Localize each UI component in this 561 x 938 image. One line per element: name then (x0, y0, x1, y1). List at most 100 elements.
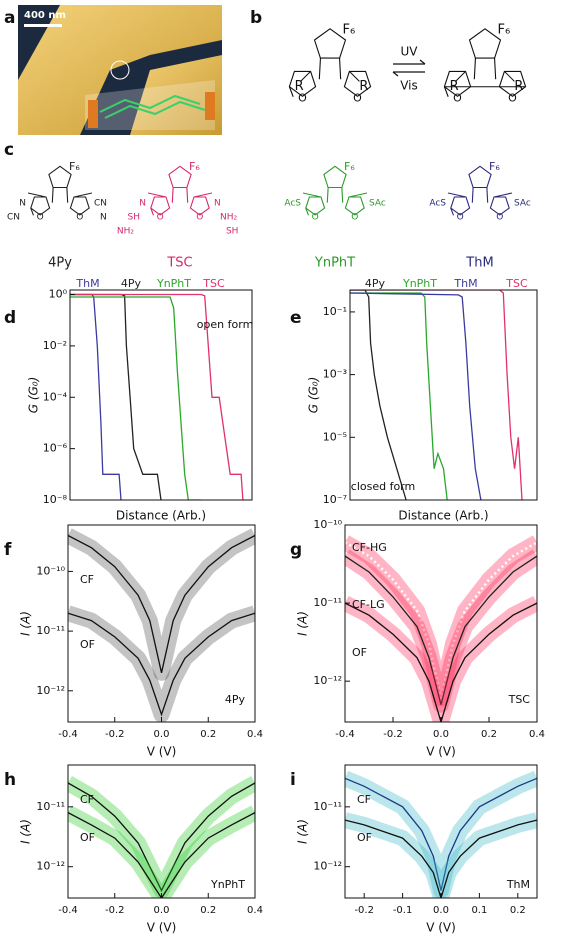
substituent-label: R (295, 79, 304, 94)
y-tick-label: 10⁻¹² (36, 684, 65, 697)
x-tick-label: -0.4 (335, 729, 355, 740)
bond (300, 71, 311, 82)
plot-area (345, 535, 537, 722)
data-cloud (68, 776, 255, 898)
bond (494, 58, 497, 80)
group-label: N (19, 198, 26, 208)
data-line (345, 777, 537, 891)
ring (468, 165, 492, 189)
y-axis-label: I (A) (296, 819, 310, 844)
ring (450, 196, 471, 216)
bond (450, 207, 454, 216)
legend-label: 4Py (121, 277, 142, 290)
bond (66, 187, 69, 203)
bond (493, 192, 513, 198)
curve-label: CF-HG (352, 541, 387, 554)
annotation: ThM (506, 878, 530, 891)
curve-label: OF (80, 831, 95, 844)
y-tick-label: 10⁻¹¹ (313, 596, 342, 609)
data-line (345, 541, 537, 699)
bond (447, 192, 467, 198)
curve-label: CF-LG (352, 598, 385, 611)
x-axis-label: Distance (Arb.) (398, 509, 488, 523)
data-line (70, 293, 122, 500)
panel-label: i (290, 770, 296, 790)
molecule-name: 4Py (48, 256, 72, 271)
plot-area (345, 770, 537, 898)
x-tick-label: -0.4 (58, 905, 78, 916)
oxygen-label: O (76, 212, 83, 222)
group-label: AcS (284, 198, 301, 208)
bond (443, 86, 449, 97)
plot-area (68, 776, 255, 898)
bond (326, 187, 329, 203)
x-axis-label: V (V) (147, 921, 177, 935)
ring (30, 196, 51, 216)
x-tick-label: 0.2 (200, 729, 216, 740)
bond (73, 192, 93, 198)
curve-label: CF (80, 793, 94, 806)
scheme-arrows (392, 59, 426, 77)
y-tick-label: 10⁰ (49, 288, 68, 301)
data-line (70, 296, 201, 500)
y-tick-label: 10⁻¹² (36, 860, 65, 873)
x-axis-label: V (V) (426, 921, 456, 935)
legend-label: ThM (453, 277, 477, 290)
substituent-label: R (359, 79, 368, 94)
group-label: NH₂ (117, 226, 135, 236)
x-tick-label: 0.1 (471, 905, 487, 916)
ring (69, 196, 90, 216)
y-axis-label: G (G₀) (307, 377, 321, 414)
data-line (345, 819, 537, 898)
bond (147, 192, 167, 198)
ring (344, 196, 365, 216)
data-line (68, 812, 255, 898)
arrow-label: Vis (400, 79, 418, 93)
x-axis-label: V (V) (426, 745, 456, 759)
group-label: NH₂ (220, 212, 238, 222)
fluorine-label: F₆ (498, 23, 511, 38)
molecule-name: ThM (465, 256, 493, 271)
ring (323, 165, 347, 189)
bond (486, 187, 489, 203)
curve-label: OF (80, 638, 95, 651)
oxygen-label: O (353, 91, 362, 104)
y-tick-label: 10⁻⁴ (43, 390, 68, 403)
data-line (68, 612, 255, 717)
bond (150, 207, 154, 216)
legend-label: YnPhT (402, 277, 437, 290)
fluorine-label: F₆ (489, 160, 500, 173)
ring (468, 28, 502, 59)
substituent-label: R (450, 79, 459, 94)
ring (343, 70, 372, 97)
x-tick-label: 0.0 (433, 905, 449, 916)
substituent-label: R (514, 79, 523, 94)
data-line (345, 555, 537, 705)
curve-label: CF (80, 573, 94, 586)
y-tick-label: 10⁻⁸ (43, 493, 68, 506)
group-label: N (214, 198, 221, 208)
microscope-image (18, 5, 222, 135)
bond (51, 187, 54, 203)
data-line (350, 290, 407, 500)
oxygen-label: O (453, 91, 462, 104)
group-label: AcS (429, 198, 446, 208)
ring (150, 196, 171, 216)
oxygen-label: O (196, 212, 203, 222)
bond (30, 207, 34, 216)
curve-label: CF (357, 793, 371, 806)
molecule-name: YnPhT (314, 256, 355, 271)
curve-label: OF (357, 831, 372, 844)
x-tick-label: 0.4 (247, 905, 263, 916)
ring (48, 165, 72, 189)
oxygen-label: O (351, 212, 358, 222)
bond (504, 71, 515, 82)
y-axis-label: I (A) (19, 819, 33, 844)
panel-label: f (4, 540, 12, 560)
data-line (345, 602, 537, 722)
bond (305, 207, 309, 216)
oxygen-label: O (157, 212, 164, 222)
x-tick-label: -0.1 (393, 905, 413, 916)
ring (189, 196, 210, 216)
ring (313, 28, 347, 59)
